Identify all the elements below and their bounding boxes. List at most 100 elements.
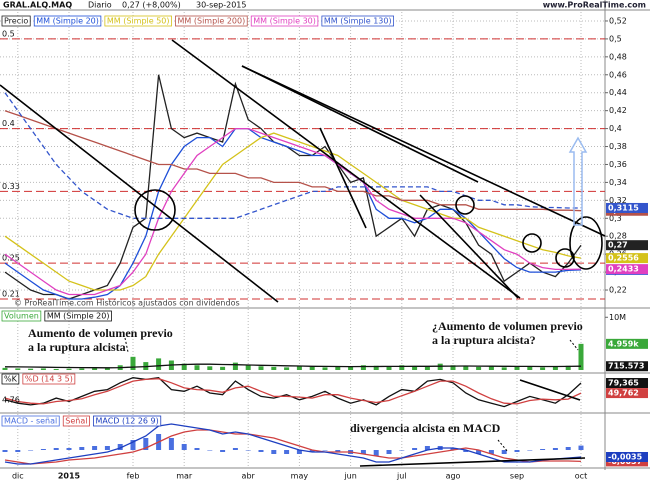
bar xyxy=(53,368,59,370)
bar xyxy=(207,366,213,370)
y-tick-label: 0,22 xyxy=(609,286,627,295)
bar xyxy=(578,343,584,370)
bar xyxy=(309,366,315,370)
series-line xyxy=(4,127,582,296)
value-box xyxy=(606,452,648,462)
value-label: 715.573 xyxy=(608,362,644,371)
bar xyxy=(15,368,21,370)
legend-box xyxy=(1,15,31,27)
legend-box xyxy=(93,415,162,427)
bar xyxy=(296,365,302,370)
arrow xyxy=(497,439,509,453)
bar xyxy=(309,450,315,452)
x-tick-label: sep xyxy=(510,472,524,481)
y-tick-label: 0,52 xyxy=(609,16,627,25)
bar xyxy=(143,438,149,450)
legend-label: MM (Simple 30) xyxy=(253,17,316,26)
bar xyxy=(156,358,162,370)
bar xyxy=(386,450,392,454)
x-tick-label: 2015 xyxy=(58,472,81,481)
bar xyxy=(245,365,251,370)
trend-line xyxy=(241,65,479,183)
bar xyxy=(399,365,405,370)
x-tick-label: abr xyxy=(242,472,256,481)
trend-line xyxy=(0,84,279,303)
bar xyxy=(28,368,34,370)
bar xyxy=(15,450,21,452)
bar xyxy=(386,366,392,370)
bar xyxy=(28,450,34,451)
legend-box xyxy=(44,310,112,322)
y-tick-label: 0,34 xyxy=(609,178,627,187)
bar xyxy=(501,450,507,454)
bar xyxy=(412,366,418,370)
x-tick-label: oct xyxy=(575,472,587,481)
bar xyxy=(181,444,187,450)
y-tick-label: 0,5 xyxy=(609,34,622,43)
y-tick-label: 0,38 xyxy=(609,142,627,151)
bar xyxy=(501,367,507,370)
y-tick-label: 10M xyxy=(609,313,626,322)
annotation: a la ruptura alcista xyxy=(28,340,126,354)
bar xyxy=(130,356,136,370)
value-box xyxy=(606,253,648,264)
value-box xyxy=(606,264,648,275)
legend-box xyxy=(1,310,42,322)
legend-label: Señal xyxy=(65,417,87,426)
bar xyxy=(565,365,571,370)
circle xyxy=(522,233,542,253)
legend-box xyxy=(104,15,172,27)
bar xyxy=(79,368,85,370)
legend-label: Precio xyxy=(4,17,28,26)
annotation: divergencia alcista en MACD xyxy=(350,421,501,435)
x-tick-label: ago xyxy=(446,472,461,481)
trend-line xyxy=(241,65,606,237)
bar xyxy=(271,366,277,370)
legend-label: MM (Simple 20) xyxy=(47,312,110,321)
trend-line xyxy=(519,379,581,401)
bar xyxy=(232,448,238,450)
legend-label: %D (14 3 5) xyxy=(25,375,73,384)
trend-line xyxy=(319,127,367,229)
x-tick-label: jul xyxy=(396,472,407,481)
bar xyxy=(463,365,469,370)
trend-line xyxy=(359,457,586,467)
bar xyxy=(245,450,251,451)
x-tick-label: feb xyxy=(127,472,140,481)
bar xyxy=(463,450,469,452)
bar xyxy=(40,368,46,370)
bar xyxy=(514,450,520,452)
series-line xyxy=(4,74,582,300)
value-box xyxy=(606,378,648,389)
y-tick-label: 0,3 xyxy=(609,214,622,223)
legend-label: MM (Simple 200) xyxy=(178,17,246,26)
bar xyxy=(40,449,46,450)
legend-label: %K xyxy=(4,375,18,384)
value-label: 4.959k xyxy=(608,339,639,348)
circle xyxy=(455,195,475,215)
period: Diario xyxy=(88,1,112,10)
bar xyxy=(360,450,366,454)
legend-box xyxy=(62,415,90,427)
bar xyxy=(565,447,571,450)
series-line xyxy=(4,363,582,369)
bar xyxy=(232,362,238,370)
legend-box xyxy=(321,15,394,27)
bar xyxy=(476,366,482,370)
trend-line xyxy=(171,39,521,299)
level-label: 0.5 xyxy=(2,29,15,38)
value-box xyxy=(606,202,648,213)
watermark: © ProRealTime.com Históricos ajustados c… xyxy=(14,298,240,308)
bar xyxy=(335,450,341,452)
bar xyxy=(335,366,341,370)
value-box xyxy=(606,338,648,349)
legend-label: MM (Simple 20) xyxy=(36,17,99,26)
bar xyxy=(168,438,174,450)
source: www.ProRealTime.com xyxy=(543,1,646,10)
legend-label: Volumen xyxy=(4,312,39,321)
bar xyxy=(552,448,558,450)
bar xyxy=(488,366,494,370)
value-box xyxy=(606,240,648,251)
x-tick-label: may xyxy=(291,472,309,481)
